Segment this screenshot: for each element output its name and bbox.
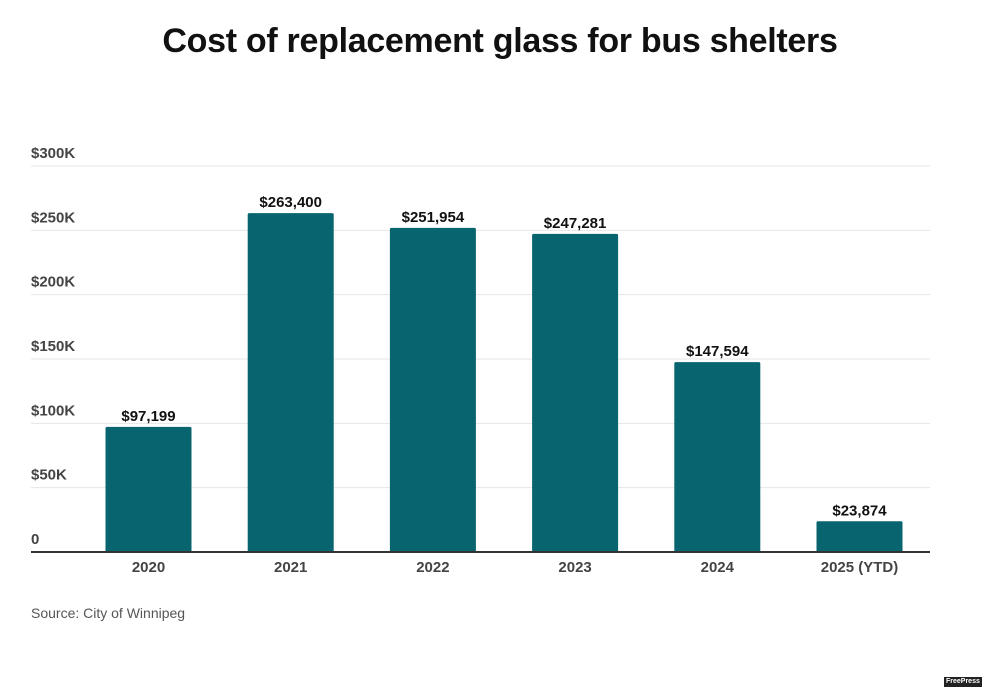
bar [674,362,761,552]
y-axis-ticks: 0 $50K $100K $150K $200K $250K $300K [31,145,75,548]
bars [105,213,903,553]
y-tick-label: $50K [31,467,67,484]
y-tick-label: $250K [31,209,75,226]
bar [389,227,476,552]
bar [816,521,903,552]
y-tick-label: $200K [31,274,75,291]
y-tick-label: $150K [31,338,75,355]
data-label: $251,954 [402,209,465,226]
x-tick-label: 2025 (YTD) [821,559,899,576]
data-label: $147,594 [686,343,749,360]
source-note: Source: City of Winnipeg [31,605,186,621]
y-tick-label: $100K [31,402,75,419]
data-label: $247,281 [544,215,607,232]
data-labels: $97,199 $263,400 $251,954 $247,281 $147,594 $… [121,194,887,519]
data-label: $23,874 [832,502,887,519]
bar [532,233,619,552]
x-tick-label: 2021 [274,559,307,576]
bar [105,426,192,552]
y-tick-label: 0 [31,531,39,548]
x-tick-label: 2020 [132,559,165,576]
x-tick-label: 2024 [701,559,735,576]
free-press-logo: FreePress [944,677,982,687]
data-label: $263,400 [259,194,322,211]
data-label: $97,199 [121,408,175,425]
chart-title: Cost of replacement glass for bus shelte… [162,22,838,60]
x-tick-label: 2023 [558,559,591,576]
x-axis-ticks: 2020 2021 2022 2023 2024 2025 (YTD) [132,559,898,576]
x-tick-label: 2022 [416,559,449,576]
bar [247,213,334,553]
y-tick-label: $300K [31,145,75,162]
